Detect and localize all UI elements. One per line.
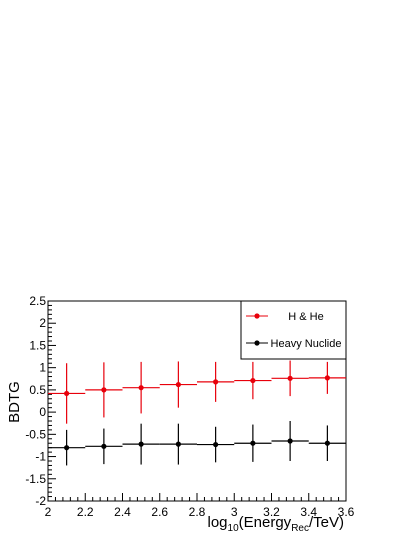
x-tick-label: 2.8	[189, 505, 206, 519]
x-tick-label: 2	[45, 505, 52, 519]
y-tick-label: 2.5	[29, 294, 46, 308]
data-point	[64, 390, 70, 397]
y-tick-label: 1	[39, 361, 46, 375]
data-point	[138, 385, 144, 391]
x-tick-label: 3.2	[263, 505, 280, 519]
data-point	[175, 381, 181, 388]
axis-ticks: 2 2.2 2.4 2.6 2.8 3 3.2 3.4 3.6 -2 -1.5 -1 -0.5 0 0.5 1…	[25, 294, 354, 519]
legend-box	[240, 300, 347, 360]
y-axis-title: BDTG	[6, 381, 23, 423]
data-point	[250, 440, 256, 446]
data-point	[287, 375, 293, 381]
data-point	[250, 377, 256, 384]
data-point	[64, 445, 70, 451]
data-point	[324, 375, 330, 381]
x-axis-title-log: log	[208, 514, 228, 531]
x-axis-title-log-subscript: 10	[228, 523, 240, 534]
data-point	[287, 438, 293, 444]
y-tick-label: -2	[35, 494, 46, 508]
data-series	[48, 360, 346, 466]
legend-marker-h-he	[254, 313, 260, 319]
y-tick-label: -0.5	[25, 427, 46, 441]
y-tick-label: 0	[39, 405, 46, 419]
x-tick-label: 3.6	[338, 505, 355, 519]
x-tick-label: 2.4	[114, 505, 131, 519]
y-tick-label: 0.5	[29, 383, 46, 397]
legend: H & He Heavy Nuclide	[240, 300, 347, 360]
data-point	[101, 387, 107, 393]
x-tick-label: 2.2	[77, 505, 94, 519]
data-point	[324, 440, 330, 446]
data-point	[213, 441, 219, 448]
data-point	[175, 441, 181, 447]
x-tick-label: 3	[231, 505, 238, 519]
x-tick-label: 2.6	[151, 505, 168, 519]
x-axis-title-energy-subscript: Rec	[291, 523, 309, 534]
x-axis-title-energy: (Energy	[239, 514, 292, 531]
y-tick-label: 1.5	[29, 338, 46, 352]
y-tick-label: 2	[39, 316, 46, 330]
data-point	[101, 443, 107, 449]
y-tick-label: -1.5	[25, 472, 46, 486]
y-tick-label: -1	[35, 450, 46, 464]
data-point	[138, 441, 144, 447]
x-tick-label: 3.4	[300, 505, 317, 519]
series-heavy-nuclide	[48, 421, 346, 466]
legend-label-heavy-nuclide: Heavy Nuclide	[271, 338, 342, 350]
legend-marker-heavy-nuclide	[254, 340, 260, 346]
data-point	[213, 379, 219, 385]
series-h-he	[48, 360, 346, 424]
x-axis-title-unit: /TeV)	[309, 514, 344, 531]
x-axis-title: log10(EnergyRec/TeV)	[208, 514, 345, 534]
legend-label-h-he: H & He	[288, 311, 323, 323]
